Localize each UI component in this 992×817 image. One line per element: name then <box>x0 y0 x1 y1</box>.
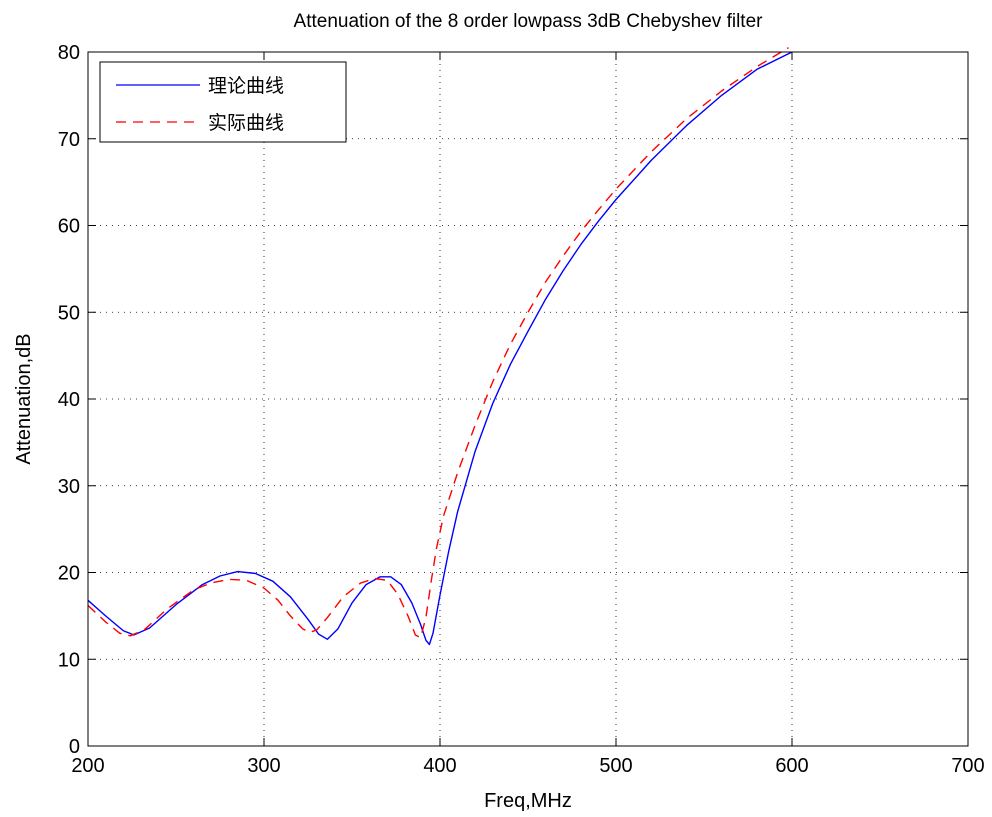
plot-area <box>88 52 968 746</box>
series-layer <box>87 47 793 646</box>
x-tick-label: 400 <box>423 755 456 777</box>
legend-label-actual: 实际曲线 <box>208 112 284 134</box>
y-tick-label: 20 <box>58 563 80 585</box>
x-tick-label: 500 <box>599 755 632 777</box>
y-axis-label: Attenuation,dB <box>13 333 35 464</box>
y-tick-label: 70 <box>58 129 80 151</box>
x-tick-label: 200 <box>71 755 104 777</box>
y-tick-label: 30 <box>58 476 80 498</box>
x-tick-label: 600 <box>775 755 808 777</box>
y-tick-label: 60 <box>58 216 80 238</box>
legend-label-theory: 理论曲线 <box>208 75 284 97</box>
x-tick-label: 700 <box>951 755 984 777</box>
y-tick-label: 10 <box>58 649 80 671</box>
series-line-theory <box>87 51 793 646</box>
legend: 理论曲线 实际曲线 <box>99 61 347 143</box>
y-tick-label: 80 <box>58 42 80 64</box>
chart-title: Attenuation of the 8 order lowpass 3dB C… <box>294 11 764 32</box>
x-axis-label: Freq,MHz <box>484 790 572 812</box>
ticks: 200 300 400 500 600 700 0 10 20 30 40 50 60 70 80 <box>58 42 985 777</box>
y-tick-label: 40 <box>58 389 80 411</box>
x-tick-label: 300 <box>247 755 280 777</box>
y-tick-label: 0 <box>69 736 80 758</box>
series-line-actual <box>87 47 789 639</box>
legend-box <box>99 61 347 143</box>
y-tick-label: 50 <box>58 302 80 324</box>
